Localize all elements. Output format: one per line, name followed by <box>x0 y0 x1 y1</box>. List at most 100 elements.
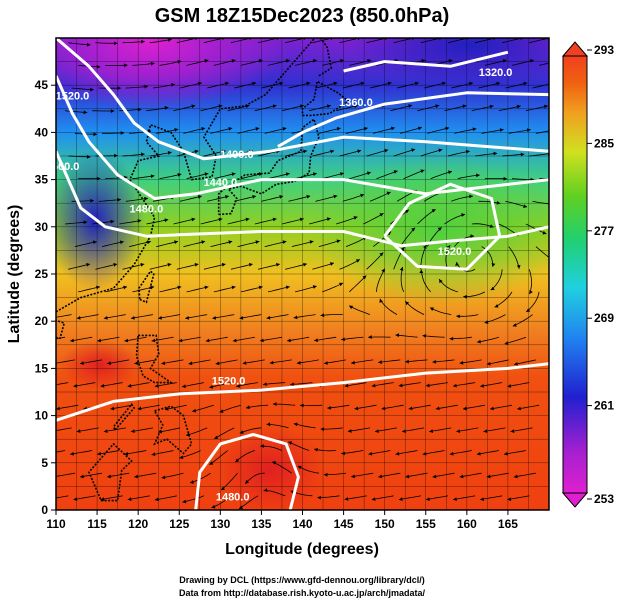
streamline <box>505 82 528 89</box>
streamline <box>192 404 214 412</box>
streamline-arrow <box>384 148 389 153</box>
streamline-arrow <box>73 383 78 388</box>
streamline <box>420 244 427 270</box>
streamline-arrow <box>476 173 480 178</box>
streamline <box>188 359 211 365</box>
streamline <box>122 41 145 44</box>
streamline-arrow <box>366 171 371 176</box>
streamline-arrow <box>490 406 494 411</box>
streamline-arrow <box>453 497 457 501</box>
streamline-arrow <box>354 104 358 109</box>
coastline <box>138 270 155 304</box>
streamline-arrow <box>194 149 199 154</box>
streamline <box>453 382 476 387</box>
streamline <box>539 62 549 66</box>
streamline <box>480 495 503 500</box>
coastline <box>301 80 350 117</box>
streamline-arrow <box>86 42 91 47</box>
streamline <box>137 404 160 410</box>
streamline <box>56 495 69 499</box>
streamline-arrow <box>336 126 341 131</box>
streamline-arrow <box>470 234 474 238</box>
x-axis: 110 115 120 125 130 135 140 145 150 155 160 165 <box>46 510 518 531</box>
streamline <box>258 150 280 157</box>
streamline-arrow <box>76 315 81 320</box>
streamline-arrow <box>164 106 169 110</box>
streamline <box>219 404 242 413</box>
streamline <box>532 200 549 205</box>
streamline <box>266 314 289 319</box>
streamline <box>425 495 448 500</box>
streamline-arrow <box>188 361 193 366</box>
colorbar-max-arrow <box>561 41 589 57</box>
streamline-arrow <box>204 285 209 290</box>
streamline <box>242 359 265 364</box>
y-tick-label: 40 <box>35 125 49 139</box>
streamline <box>92 220 115 225</box>
streamline-arrow <box>353 216 358 220</box>
streamline <box>339 150 362 157</box>
streamline-arrow <box>496 200 501 205</box>
streamline <box>185 314 208 319</box>
streamline-arrow <box>504 451 508 456</box>
x-tick-label: 125 <box>169 517 189 531</box>
streamline <box>291 240 314 247</box>
streamline-arrow <box>103 315 108 320</box>
streamline-arrow <box>400 247 405 252</box>
streamline-arrow <box>336 239 341 244</box>
streamline <box>213 59 236 66</box>
streamline <box>152 83 175 89</box>
streamline-arrow <box>185 315 190 320</box>
streamline-arrow <box>282 126 287 131</box>
streamline <box>477 336 500 343</box>
streamline-arrow <box>201 240 206 245</box>
streamline-arrow <box>314 447 318 452</box>
streamline <box>267 173 290 180</box>
streamline-arrow <box>362 275 367 280</box>
streamline <box>267 286 290 293</box>
streamline <box>127 382 150 387</box>
streamline <box>236 382 259 387</box>
streamline <box>293 423 316 429</box>
streamline-arrow <box>493 151 498 156</box>
streamline <box>186 286 209 293</box>
streamline-arrow <box>285 59 290 63</box>
streamline-arrow <box>131 429 135 434</box>
streamline-arrow <box>86 262 91 267</box>
streamline-arrow <box>154 497 159 502</box>
streamline <box>510 427 533 433</box>
streamline-arrow <box>272 402 277 406</box>
streamline-arrow <box>92 240 97 245</box>
y-tick-label: 25 <box>35 267 49 281</box>
streamline <box>381 404 404 410</box>
streamline <box>107 472 130 478</box>
streamline <box>183 127 206 134</box>
contour-label: 1560.0 <box>46 161 80 173</box>
streamline-arrow <box>494 304 499 308</box>
streamline-arrow <box>483 429 488 434</box>
y-tick-label: 20 <box>35 314 49 328</box>
streamline-arrow <box>432 359 437 364</box>
streamline-arrow <box>411 227 416 232</box>
streamline-arrow <box>558 176 562 180</box>
streamline <box>56 336 66 340</box>
streamline-arrow <box>255 126 260 131</box>
streamline <box>56 450 66 453</box>
streamline <box>408 404 431 410</box>
streamline-arrow <box>204 59 209 63</box>
streamline <box>281 105 304 112</box>
streamline-arrow <box>378 360 382 364</box>
streamline <box>261 82 284 89</box>
streamline-arrow <box>123 63 128 68</box>
streamline <box>203 263 226 270</box>
streamline-arrow <box>435 406 440 411</box>
streamline-arrow <box>83 110 88 115</box>
streamline-arrow <box>197 194 202 199</box>
streamline <box>209 382 232 388</box>
cold-core-north <box>56 38 290 110</box>
streamline <box>354 404 377 410</box>
streamline <box>345 127 368 134</box>
streamline-arrow <box>80 361 84 366</box>
streamline <box>481 246 494 267</box>
streamline <box>463 291 486 297</box>
